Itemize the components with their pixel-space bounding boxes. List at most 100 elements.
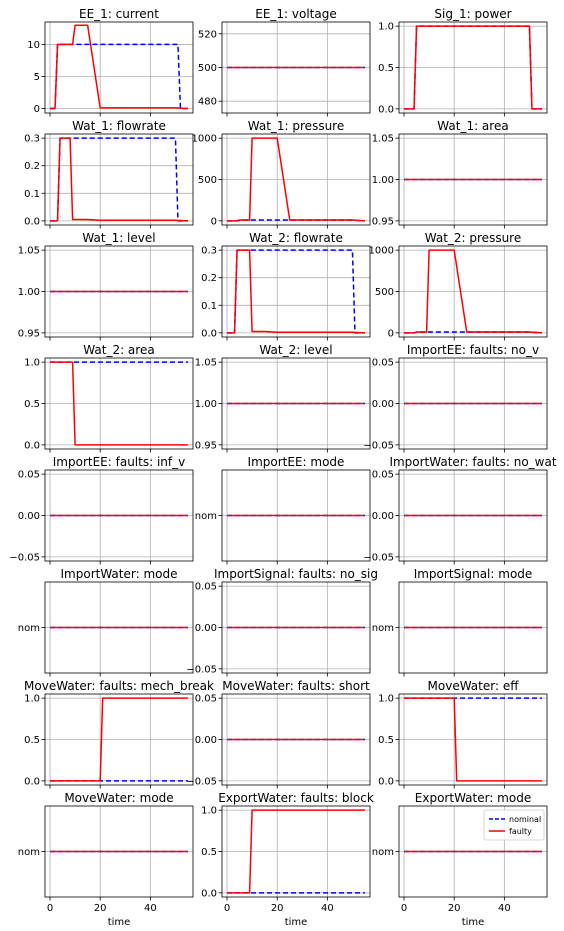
y-tick-label: 480 bbox=[198, 97, 217, 108]
y-tick-label: 0.1 bbox=[201, 301, 217, 312]
y-tick-label: 0 bbox=[388, 328, 394, 339]
axes-frame bbox=[221, 245, 371, 338]
axes-frame bbox=[221, 357, 371, 450]
y-tick-label: 0.5 bbox=[378, 735, 394, 746]
axes-frame bbox=[44, 21, 194, 114]
x-tick-label: 40 bbox=[144, 903, 157, 914]
grid-lines bbox=[399, 22, 547, 113]
axes-frame bbox=[221, 581, 371, 674]
grid-lines bbox=[45, 694, 193, 785]
y-tick-label: 1.0 bbox=[24, 358, 40, 369]
y-tick-label: 1.05 bbox=[372, 134, 394, 145]
y-tick-label: 0.2 bbox=[201, 273, 217, 284]
subplot-title: Wat_2: level bbox=[259, 343, 332, 357]
series-line-faulty bbox=[404, 697, 542, 782]
axes-frame bbox=[44, 805, 194, 898]
subplot-title: ImportEE: faults: no_v bbox=[407, 343, 539, 357]
grid-lines bbox=[222, 246, 370, 337]
subplot-movewater-eff: MoveWater: eff 0.0 0.5 1.0 bbox=[378, 679, 548, 789]
y-tick-label: nom bbox=[372, 623, 394, 634]
subplot-title: Wat_2: pressure bbox=[425, 231, 521, 245]
x-axis-label: time bbox=[462, 917, 485, 928]
subplot-importee-mode: ImportEE: mode nom bbox=[195, 455, 371, 565]
y-tick-label: 0.5 bbox=[24, 735, 40, 746]
subplot-wat-1-flowrate: Wat_1: flowrate 0.0 0.1 0.2 0.3 bbox=[24, 119, 194, 229]
x-tick-label: 20 bbox=[448, 903, 461, 914]
grid-lines bbox=[45, 22, 193, 113]
subplot-importsignal-faults-no-sig: ImportSignal: faults: no_sig −0.05 0.00 0.0… bbox=[186, 567, 378, 677]
axes-frame bbox=[221, 21, 371, 114]
subplot-movewater-mode: MoveWater: mode nom 0 20 40 time bbox=[18, 791, 194, 928]
legend-label-faulty: faulty bbox=[509, 827, 532, 836]
axes-frame bbox=[44, 357, 194, 450]
grid-lines bbox=[45, 358, 193, 449]
y-tick-label: 0.00 bbox=[18, 511, 40, 522]
axes-frame bbox=[44, 469, 194, 562]
y-tick-label: 1.0 bbox=[201, 806, 217, 817]
subplot-importwater-faults-no-wat: ImportWater: faults: no_wat −0.05 0.00 0.05 bbox=[363, 455, 557, 565]
axes-frame bbox=[398, 133, 548, 226]
grid-lines bbox=[399, 246, 547, 337]
subplot-wat-2-flowrate: Wat_2: flowrate 0.0 0.1 0.2 0.3 bbox=[201, 231, 371, 341]
y-tick-label: 0.05 bbox=[18, 470, 40, 481]
y-tick-label: 1000 bbox=[369, 246, 394, 257]
y-tick-label: 0.00 bbox=[195, 735, 217, 746]
y-tick-label: 1.0 bbox=[378, 22, 394, 33]
y-tick-label: 0.05 bbox=[372, 358, 394, 369]
series-line-nominal bbox=[50, 43, 188, 110]
x-tick-label: 0 bbox=[224, 903, 230, 914]
y-tick-label: −0.05 bbox=[9, 552, 40, 563]
axes-frame bbox=[44, 245, 194, 338]
y-tick-label: 0.3 bbox=[24, 134, 40, 145]
axes-frame bbox=[398, 469, 548, 562]
subplot-ee-1-current: EE_1: current 0 5 10 bbox=[27, 7, 194, 117]
subplot-wat-1-level: Wat_1: level 0.95 1.00 1.05 bbox=[18, 231, 194, 341]
y-tick-label: 0.95 bbox=[195, 440, 217, 451]
y-tick-label: 0.00 bbox=[372, 399, 394, 410]
y-tick-label: 0.95 bbox=[372, 216, 394, 227]
subplot-title: Wat_1: flowrate bbox=[72, 119, 166, 133]
series-line-faulty bbox=[227, 809, 365, 894]
y-tick-label: 0.0 bbox=[378, 104, 394, 115]
y-tick-label: 10 bbox=[27, 40, 40, 51]
axes-frame bbox=[398, 21, 548, 114]
y-tick-label: 0.1 bbox=[24, 189, 40, 200]
subplot-title: Sig_1: power bbox=[434, 7, 511, 21]
legend: nominal faulty bbox=[483, 809, 545, 841]
subplot-sig-1-power: Sig_1: power 0.0 0.5 1.0 bbox=[378, 7, 548, 117]
series-line-faulty bbox=[50, 137, 189, 222]
axes-frame bbox=[398, 581, 548, 674]
subplot-wat-1-area: Wat_1: area 0.95 1.00 1.05 bbox=[372, 119, 548, 229]
y-tick-label: 0.5 bbox=[201, 847, 217, 858]
x-axis-label: time bbox=[108, 917, 131, 928]
y-tick-label: −0.05 bbox=[186, 664, 217, 675]
y-tick-label: 0.0 bbox=[24, 216, 40, 227]
axes-frame bbox=[221, 805, 371, 898]
grid-lines bbox=[222, 134, 370, 225]
subplot-title: ExportWater: faults: block bbox=[218, 791, 374, 805]
axes-frame bbox=[398, 693, 548, 786]
series-line-faulty bbox=[227, 137, 366, 222]
y-tick-label: 0.05 bbox=[195, 694, 217, 705]
series-line-faulty bbox=[404, 25, 542, 110]
axes-frame bbox=[221, 469, 371, 562]
y-tick-label: −0.05 bbox=[363, 440, 394, 451]
y-tick-label: 0.3 bbox=[201, 246, 217, 257]
subplot-importee-faults-no-v: ImportEE: faults: no_v −0.05 0.00 0.05 bbox=[363, 343, 548, 453]
axes-frame bbox=[398, 245, 548, 338]
subplot-ee-1-voltage: EE_1: voltage 480 500 520 bbox=[198, 7, 371, 117]
subplot-title: ExportWater: mode bbox=[415, 791, 531, 805]
axes-frame bbox=[398, 805, 548, 898]
axes-frame bbox=[44, 133, 194, 226]
subplot-importwater-mode: ImportWater: mode nom bbox=[18, 567, 194, 677]
series-line-faulty bbox=[50, 24, 189, 110]
y-tick-label: 0.05 bbox=[195, 582, 217, 593]
y-tick-label: 1.0 bbox=[24, 694, 40, 705]
y-tick-label: 0 bbox=[211, 216, 217, 227]
subplot-title: Wat_2: flowrate bbox=[249, 231, 343, 245]
y-tick-label: 500 bbox=[375, 287, 394, 298]
y-tick-label: 1.0 bbox=[378, 694, 394, 705]
y-tick-label: 0.0 bbox=[24, 776, 40, 787]
subplot-title: Wat_1: pressure bbox=[248, 119, 344, 133]
x-axis-label: time bbox=[285, 917, 308, 928]
